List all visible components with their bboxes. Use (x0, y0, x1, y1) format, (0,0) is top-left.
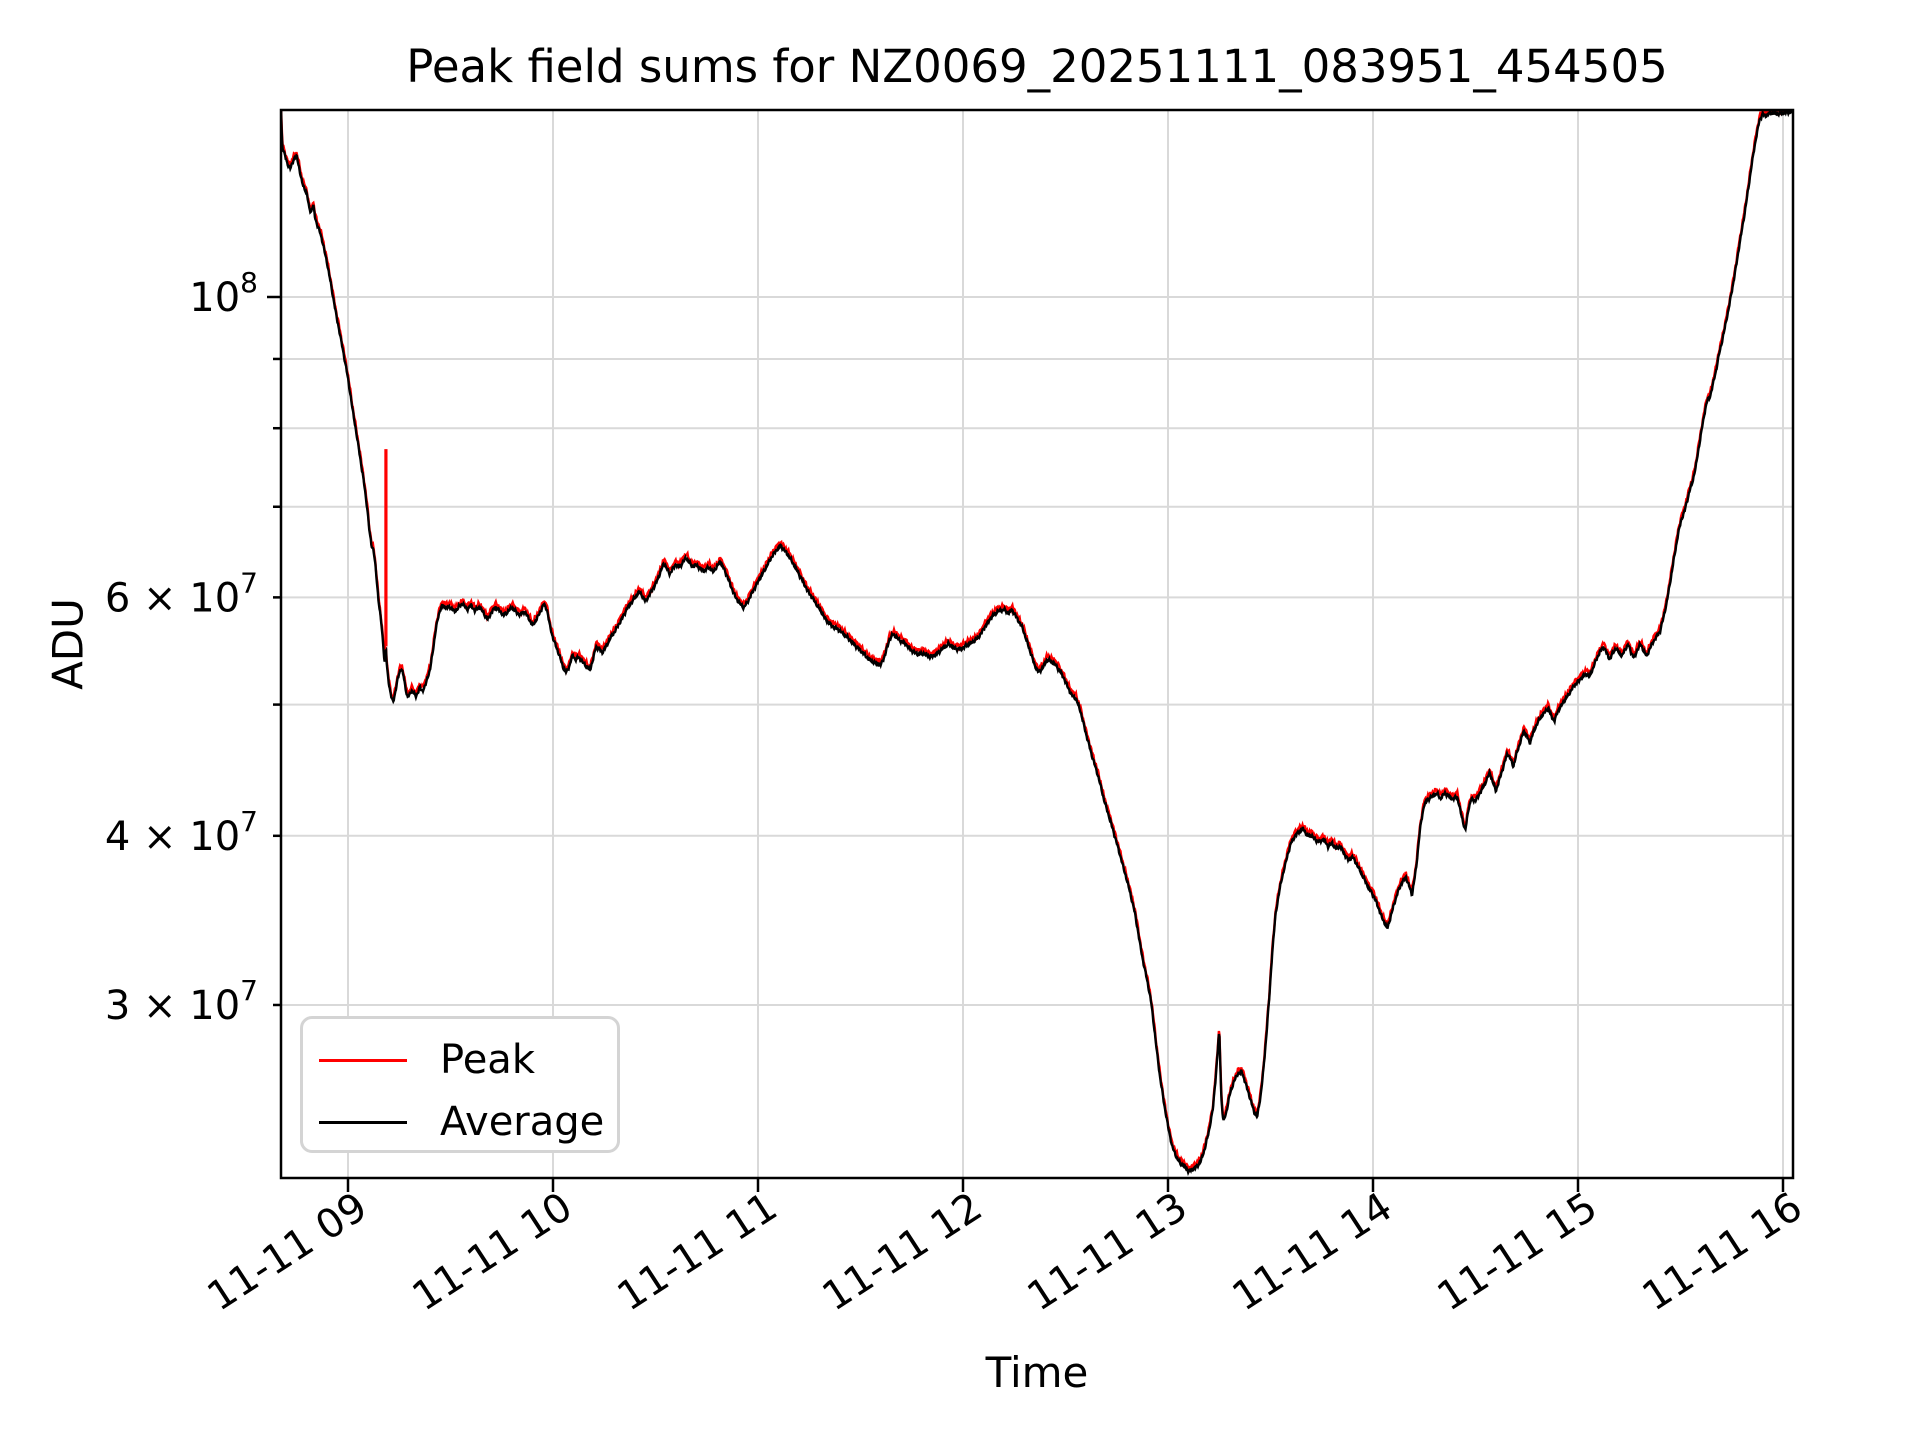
x-axis-label: Time (985, 1348, 1089, 1397)
y-tick-label: 108 (189, 266, 258, 321)
x-tick-label: 11-11 14 (1225, 1184, 1401, 1321)
axes-spines (279, 108, 1795, 1180)
x-tick-label: 11-11 16 (1635, 1184, 1811, 1321)
y-tick-label: 3 × 107 (105, 974, 258, 1029)
legend-entry-peak: Peak (319, 1029, 617, 1091)
average-line-swatch (319, 1120, 407, 1124)
x-tick-label: 11-11 15 (1430, 1184, 1606, 1321)
x-tick-label: 11-11 12 (815, 1184, 991, 1321)
gridlines (281, 110, 1793, 1178)
legend: Peak Average (300, 1016, 620, 1153)
peak-series-line (281, 110, 1793, 1173)
plot-area (281, 110, 1793, 1177)
legend-label-peak: Peak (440, 1037, 535, 1083)
legend-label-average: Average (440, 1099, 605, 1145)
y-tick-label: 4 × 107 (105, 805, 258, 860)
peak-line-swatch (319, 1058, 407, 1062)
x-tick-label: 11-11 10 (405, 1184, 581, 1321)
y-axis: 108 6 × 107 4 × 107 3 × 107 (105, 266, 281, 1029)
x-axis: 11-11 09 11-11 10 11-11 11 11-11 12 11-11 13… (200, 1178, 1811, 1321)
x-tick-label: 11-11 11 (610, 1184, 786, 1321)
y-axis-label: ADU (43, 598, 93, 690)
x-tick-label: 11-11 09 (200, 1184, 376, 1321)
average-series-line (281, 110, 1793, 1177)
chart-title: Peak field sums for NZ0069_20251111_0839… (406, 40, 1668, 93)
x-tick-label: 11-11 13 (1020, 1184, 1196, 1321)
y-tick-label: 6 × 107 (105, 566, 258, 621)
legend-entry-average: Average (319, 1091, 617, 1153)
